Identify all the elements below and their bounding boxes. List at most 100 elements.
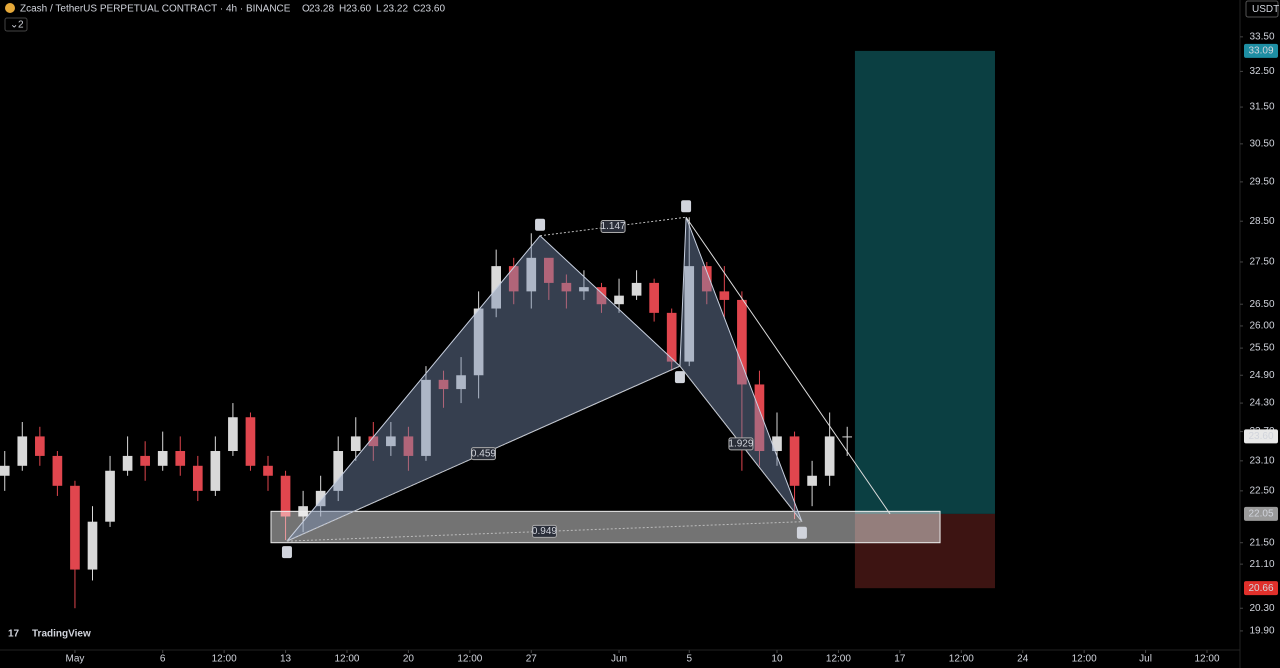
x-tick-label: 24 <box>1017 654 1029 665</box>
candle-body <box>666 312 677 362</box>
ohlc-key: C <box>413 4 420 15</box>
candle-body <box>0 465 10 476</box>
entry-price: 22.05 <box>1248 509 1273 520</box>
target-price-bg <box>1244 43 1278 58</box>
candle-body <box>508 266 519 292</box>
indicator-toggle[interactable] <box>4 17 28 32</box>
y-tick-label: 23.10 <box>1249 455 1274 466</box>
candle-body <box>315 490 326 507</box>
candle-body <box>807 475 817 486</box>
point-box <box>681 200 692 213</box>
x-tick-label: May <box>65 654 84 665</box>
point-box <box>796 526 807 539</box>
last-price-bg <box>1244 429 1278 444</box>
ratio-box <box>531 524 557 538</box>
x-tick-label: Jun <box>611 654 627 665</box>
ohlc-value: 23.60 <box>346 4 371 15</box>
ratio-box <box>470 447 496 461</box>
y-tick-label: 24.90 <box>1249 370 1274 381</box>
point-label: B <box>677 372 684 383</box>
y-tick-label: 28.50 <box>1249 216 1274 227</box>
candle-body <box>228 417 238 452</box>
support-zone <box>270 510 941 544</box>
candle-body <box>157 451 168 466</box>
y-tick-label: 26.00 <box>1249 321 1274 332</box>
candle-body <box>263 465 273 476</box>
candle-body <box>579 287 589 292</box>
candle-body <box>456 375 466 390</box>
chevron: ⌄ <box>10 20 18 31</box>
candle-body <box>754 384 765 452</box>
candle-body <box>333 451 344 491</box>
ratio-box <box>728 437 754 451</box>
candle-body <box>631 282 642 296</box>
x-tick-label: 5 <box>686 654 692 665</box>
ratio-box <box>600 219 626 233</box>
ratio-label: 1.929 <box>728 439 753 450</box>
point-box <box>281 546 292 559</box>
currency-label: USDT <box>1252 4 1279 15</box>
candle-body <box>17 436 28 466</box>
candle-body <box>526 257 537 292</box>
y-tick-label: 26.50 <box>1249 299 1274 310</box>
x-tick-label: 12:00 <box>457 654 482 665</box>
candle-body <box>192 465 203 491</box>
candle-body <box>544 257 554 283</box>
point-box <box>535 218 546 231</box>
candle-body <box>421 379 431 456</box>
candle-body <box>35 436 45 456</box>
x-tick-label: 12:00 <box>949 654 974 665</box>
point-label: D <box>798 527 805 538</box>
y-tick-label: 27.50 <box>1249 257 1274 268</box>
y-tick-label: 25.50 <box>1249 343 1274 354</box>
candle-body <box>87 521 98 570</box>
candle-body <box>772 436 782 452</box>
stop-price: 20.66 <box>1248 583 1273 594</box>
candle-body <box>719 291 730 300</box>
point-box <box>674 371 685 384</box>
y-tick-label: 31.50 <box>1249 102 1274 113</box>
ohlc-value: 23.28 <box>309 4 334 15</box>
symbol-title: Zcash / TetherUS PERPETUAL CONTRACT · 4h… <box>20 4 291 15</box>
candle-body <box>473 308 484 376</box>
y-tick-label: 33.50 <box>1249 31 1274 42</box>
ohlc-value: 23.22 <box>383 4 408 15</box>
candle-body <box>649 282 659 313</box>
candle-body <box>596 287 607 305</box>
y-tick-label: 29.50 <box>1249 177 1274 188</box>
candle-body <box>280 475 291 517</box>
x-tick-label: 10 <box>771 654 783 665</box>
candle-body <box>368 436 379 447</box>
y-tick-label: 30.50 <box>1249 139 1274 150</box>
x-tick-label: 12:00 <box>1072 654 1097 665</box>
candle-body <box>614 295 624 305</box>
x-tick-label: 12:00 <box>1194 654 1219 665</box>
ratio-label: 0.459 <box>471 448 496 459</box>
symbol-icon <box>5 3 15 13</box>
y-tick-label: 20.30 <box>1249 603 1274 614</box>
candle-body <box>491 266 502 309</box>
x-tick-label: Jul <box>1139 654 1152 665</box>
candle-body <box>438 379 449 390</box>
point-label: X <box>284 547 291 558</box>
candle-body <box>684 266 695 362</box>
y-tick-label: 21.10 <box>1249 559 1274 570</box>
candle-body <box>105 470 115 522</box>
candle-body <box>70 485 80 570</box>
point-label: C <box>682 201 689 212</box>
y-tick-label: 21.50 <box>1249 537 1274 548</box>
candle-body <box>737 299 747 385</box>
position-stop-area <box>854 513 995 589</box>
trend-line <box>685 216 891 515</box>
x-tick-label: 12:00 <box>212 654 237 665</box>
ratio-label: 1.147 <box>601 221 626 232</box>
y-tick-label: 32.50 <box>1249 66 1274 77</box>
ohlc-key: L <box>376 4 382 15</box>
target-price: 33.09 <box>1248 46 1273 57</box>
currency-button[interactable] <box>1245 0 1279 18</box>
candle-body <box>122 455 133 471</box>
entry-price-bg <box>1244 506 1278 521</box>
ratio-label: 0.949 <box>532 526 557 537</box>
